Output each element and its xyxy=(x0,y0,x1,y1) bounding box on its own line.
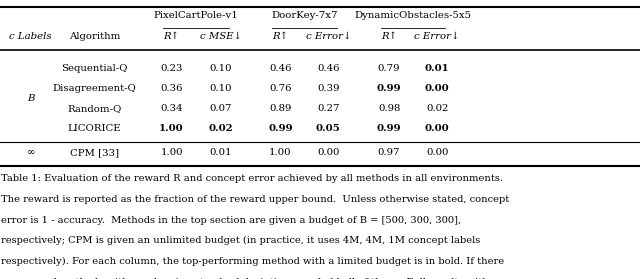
Text: 0.10: 0.10 xyxy=(209,64,232,73)
Text: 0.46: 0.46 xyxy=(317,64,340,73)
Text: Algorithm: Algorithm xyxy=(69,32,120,41)
Text: ∞: ∞ xyxy=(26,148,35,157)
Text: 0.23: 0.23 xyxy=(160,64,183,73)
Text: c Error↓: c Error↓ xyxy=(414,32,460,41)
Text: B: B xyxy=(27,94,35,103)
Text: 1.00: 1.00 xyxy=(159,124,184,133)
Text: DynamicObstacles-5x5: DynamicObstacles-5x5 xyxy=(355,11,472,20)
Text: 0.99: 0.99 xyxy=(268,124,292,133)
Text: 1.00: 1.00 xyxy=(160,148,183,157)
Text: are several methods with overlapping standard deviations, we bold all of them.  : are several methods with overlapping sta… xyxy=(1,278,489,279)
Text: Table 1: Evaluation of the reward R and concept error achieved by all methods in: Table 1: Evaluation of the reward R and … xyxy=(1,174,503,183)
Text: error is 1 - accuracy.  Methods in the top section are given a budget of B = [50: error is 1 - accuracy. Methods in the to… xyxy=(1,216,461,225)
Text: 0.05: 0.05 xyxy=(316,124,340,133)
Text: c Error↓: c Error↓ xyxy=(305,32,351,41)
Text: c Labels: c Labels xyxy=(10,32,52,41)
Text: 0.00: 0.00 xyxy=(425,124,449,133)
Text: PixelCartPole-v1: PixelCartPole-v1 xyxy=(154,11,239,20)
Text: 0.97: 0.97 xyxy=(378,148,401,157)
Text: Sequential-Q: Sequential-Q xyxy=(61,64,128,73)
Text: c MSE↓: c MSE↓ xyxy=(200,32,242,41)
Text: R↑: R↑ xyxy=(163,32,180,41)
Text: 0.99: 0.99 xyxy=(377,124,401,133)
Text: 0.00: 0.00 xyxy=(425,84,449,93)
Text: LICORICE: LICORICE xyxy=(68,124,122,133)
Text: The reward is reported as the fraction of the reward upper bound.  Unless otherw: The reward is reported as the fraction o… xyxy=(1,195,509,204)
Text: 0.27: 0.27 xyxy=(317,104,340,113)
Text: 0.02: 0.02 xyxy=(426,104,448,113)
Text: 0.46: 0.46 xyxy=(269,64,292,73)
Text: 0.89: 0.89 xyxy=(269,104,291,113)
Text: respectively). For each column, the top-performing method with a limited budget : respectively). For each column, the top-… xyxy=(1,257,504,266)
Text: 0.99: 0.99 xyxy=(377,84,401,93)
Text: 0.10: 0.10 xyxy=(209,84,232,93)
Text: Random-Q: Random-Q xyxy=(68,104,122,113)
Text: R↑: R↑ xyxy=(381,32,397,41)
Text: 0.07: 0.07 xyxy=(209,104,232,113)
Text: R↑: R↑ xyxy=(272,32,289,41)
Text: 0.02: 0.02 xyxy=(209,124,233,133)
Text: 0.34: 0.34 xyxy=(160,104,183,113)
Text: respectively; CPM is given an unlimited budget (in practice, it uses 4M, 4M, 1M : respectively; CPM is given an unlimited … xyxy=(1,236,481,246)
Text: DoorKey-7x7: DoorKey-7x7 xyxy=(271,11,337,20)
Text: CPM [33]: CPM [33] xyxy=(70,148,119,157)
Text: 0.01: 0.01 xyxy=(425,64,449,73)
Text: 0.36: 0.36 xyxy=(160,84,183,93)
Text: 0.76: 0.76 xyxy=(269,84,292,93)
Text: 0.79: 0.79 xyxy=(378,64,401,73)
Text: 1.00: 1.00 xyxy=(269,148,292,157)
Text: 0.00: 0.00 xyxy=(426,148,448,157)
Text: 0.98: 0.98 xyxy=(378,104,400,113)
Text: 0.39: 0.39 xyxy=(317,84,340,93)
Text: 0.00: 0.00 xyxy=(317,148,339,157)
Text: Disagreement-Q: Disagreement-Q xyxy=(52,84,137,93)
Text: 0.01: 0.01 xyxy=(209,148,232,157)
